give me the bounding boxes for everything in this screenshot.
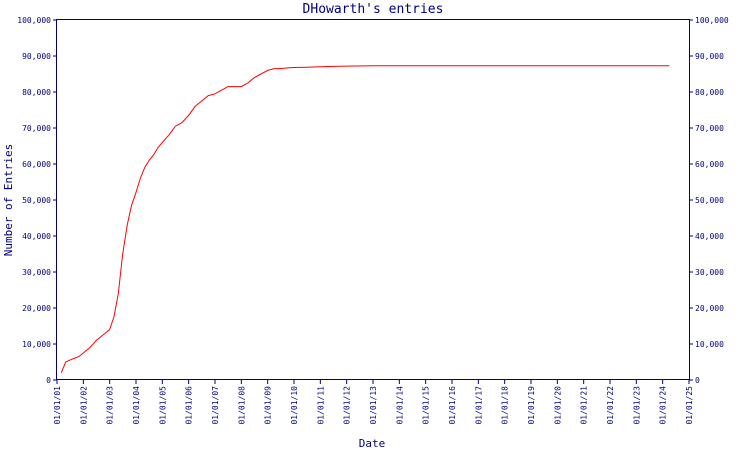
x-tick-label: 01/01/18 [501, 386, 510, 425]
y-tick-label-left: 60,000 [22, 160, 51, 169]
x-tick-label: 01/01/21 [580, 386, 589, 425]
x-tick-label: 01/01/01 [53, 386, 62, 425]
y-tick-label-right: 0 [695, 376, 700, 385]
y-tick-label-right: 90,000 [695, 52, 724, 61]
x-tick-label: 01/01/07 [211, 386, 220, 425]
x-tick-label: 01/01/02 [79, 386, 88, 425]
x-tick-label: 01/01/23 [632, 386, 641, 425]
y-tick-label-left: 90,000 [22, 52, 51, 61]
x-tick-label: 01/01/10 [290, 386, 299, 425]
y-tick-label-left: 100,000 [17, 16, 51, 25]
plot-frame [56, 19, 690, 380]
y-tick-label-right: 20,000 [695, 304, 724, 313]
y-tick-label-right: 70,000 [695, 124, 724, 133]
x-ticks: 01/01/01 01/01/02 01/01/03 01/01/04 01/01/05… [53, 380, 694, 425]
y-tick-label-left: 70,000 [22, 124, 51, 133]
x-tick-label: 01/01/22 [606, 386, 615, 425]
series-line [60, 65, 670, 373]
x-tick-label: 01/01/24 [659, 386, 668, 425]
y-tick-label-left: 10,000 [22, 340, 51, 349]
x-tick-label: 01/01/03 [106, 386, 115, 425]
x-tick-label: 01/01/15 [422, 386, 431, 425]
y-tick-label-left: 80,000 [22, 88, 51, 97]
x-tick-label: 01/01/14 [395, 386, 404, 425]
y-tick-label-right: 40,000 [695, 232, 724, 241]
y-ticks-left: 0 10,000 20,000 30,000 40,000 50,000 60,000 70,… [17, 16, 57, 385]
y-tick-label-right: 60,000 [695, 160, 724, 169]
y-tick-label-right: 80,000 [695, 88, 724, 97]
y-axis-label: Number of Entries [2, 144, 15, 257]
x-tick-label: 01/01/09 [264, 386, 273, 425]
y-tick-label-right: 30,000 [695, 268, 724, 277]
y-tick-label-right: 100,000 [695, 16, 729, 25]
y-tick-label-left: 40,000 [22, 232, 51, 241]
y-ticks-right: 0 10,000 20,000 30,000 40,000 50,000 60,000 70,… [689, 16, 729, 385]
y-tick-label-left: 0 [46, 376, 51, 385]
x-tick-label: 01/01/20 [553, 386, 562, 425]
y-tick-label-left: 30,000 [22, 268, 51, 277]
y-tick-label-right: 50,000 [695, 196, 724, 205]
x-tick-label: 01/01/16 [448, 386, 457, 425]
y-tick-label-right: 10,000 [695, 340, 724, 349]
chart-title: DHowarth's entries [303, 2, 444, 17]
y-tick-label-left: 20,000 [22, 304, 51, 313]
x-axis-label: Date [359, 437, 386, 450]
x-tick-label: 01/01/13 [369, 386, 378, 425]
x-tick-label: 01/01/08 [237, 386, 246, 425]
x-tick-label: 01/01/12 [343, 386, 352, 425]
x-tick-label: 01/01/04 [132, 386, 141, 425]
x-tick-label: 01/01/19 [527, 386, 536, 425]
x-tick-label: 01/01/06 [185, 386, 194, 425]
x-tick-label: 01/01/05 [158, 386, 167, 425]
x-tick-label: 01/01/17 [474, 386, 483, 425]
x-tick-label: 01/01/25 [685, 386, 694, 425]
y-tick-label-left: 50,000 [22, 196, 51, 205]
x-tick-label: 01/01/11 [316, 386, 325, 425]
